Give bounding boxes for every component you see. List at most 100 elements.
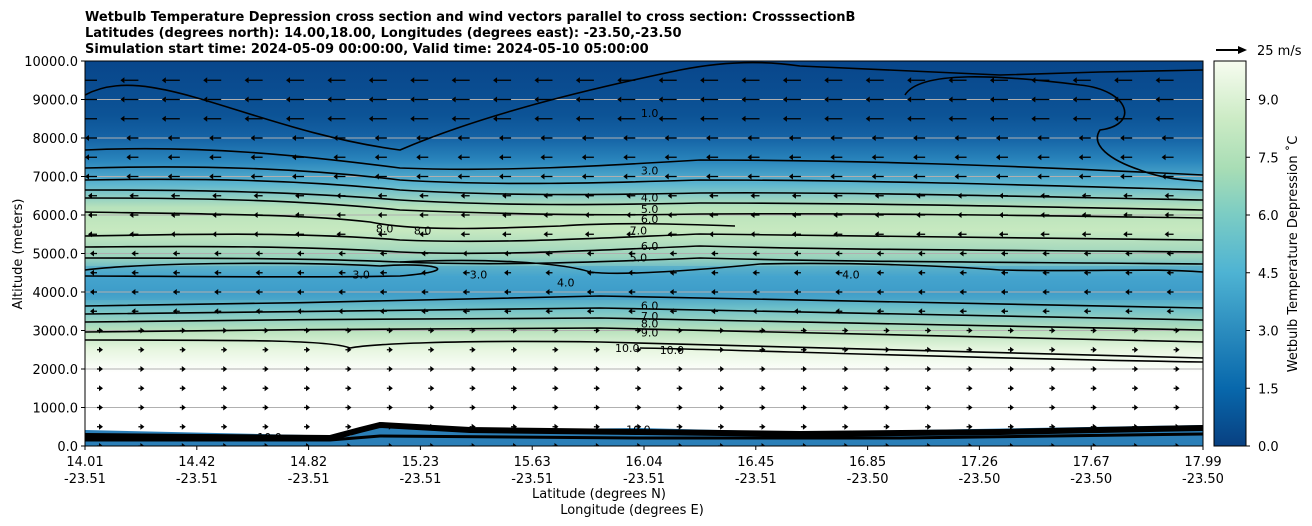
wind-vector-head — [885, 346, 890, 353]
wind-vector-head — [88, 231, 92, 238]
contour-label: 10.0 — [626, 423, 651, 436]
wind-vector-head — [457, 173, 462, 180]
wind-vector-head — [720, 443, 725, 446]
wind-vector-head — [1092, 385, 1097, 392]
wind-vector-head — [214, 269, 219, 276]
x-axis-label-lat: Latitude (degrees N) — [532, 487, 666, 502]
wind-vector-head — [1042, 308, 1047, 315]
wind-vector-head — [504, 250, 509, 257]
wind-vector-head — [1009, 366, 1014, 372]
wind-vector-head — [1009, 443, 1014, 446]
wind-vector-head — [1114, 77, 1119, 84]
wind-vector-head — [416, 173, 421, 180]
wind-vector-head — [1078, 173, 1083, 180]
wind-vector-head — [844, 346, 849, 353]
wind-vector-head — [297, 250, 302, 257]
wind-vector-head — [1120, 135, 1125, 141]
wind-vector-head — [628, 269, 633, 276]
wind-vector-head — [250, 173, 255, 180]
wind-vector-head — [916, 231, 921, 238]
wind-vector-head — [1009, 385, 1014, 392]
wind-vector-head — [1164, 192, 1169, 199]
wind-vector-head — [499, 135, 504, 141]
wind-vector-head — [761, 366, 766, 372]
contour-10a — [85, 339, 1203, 359]
wind-vector-head — [368, 115, 373, 122]
wind-vector-head — [1042, 250, 1047, 257]
wind-vector-head — [957, 212, 962, 218]
wind-vector-head — [782, 115, 787, 122]
wind-vector-head — [741, 96, 746, 103]
wind-vector-head — [700, 115, 705, 122]
wind-vector-head — [388, 385, 393, 392]
colorbar-tick-label: 0.0 — [1258, 440, 1279, 455]
wind-vectors — [85, 77, 1180, 446]
wind-vector-head — [626, 192, 631, 199]
wind-vector-head — [711, 308, 716, 315]
y-tick-label: 10000.0 — [24, 55, 78, 70]
wind-vector-head — [338, 269, 343, 276]
x-tick-label-lon: -23.50 — [1182, 472, 1224, 487]
x-tick-label-lat: 15.63 — [514, 455, 551, 470]
contour-label: 8.0 — [376, 222, 394, 235]
wind-vector-head — [788, 173, 793, 180]
wind-vector-head — [377, 231, 382, 238]
contour-label: 8.0 — [641, 318, 659, 331]
wind-vector-head — [374, 154, 379, 161]
wind-vector-head — [761, 443, 766, 446]
wind-vector-head — [140, 366, 145, 372]
wind-vector-head — [388, 423, 393, 430]
wind-vector-head — [253, 212, 258, 218]
wind-vector-head — [885, 443, 890, 446]
wind-vector-head — [830, 173, 835, 180]
wind-vector-head — [161, 115, 166, 122]
wind-vector-head — [586, 308, 591, 315]
wind-vector-head — [1125, 289, 1130, 295]
wind-vector-head — [131, 308, 136, 315]
wind-vector-head — [874, 212, 879, 218]
wind-vector-head — [1081, 192, 1086, 199]
contour-5b — [85, 257, 1203, 265]
wind-vector-head — [678, 366, 683, 372]
wind-vector-head — [885, 366, 890, 372]
wind-vector-head — [1175, 327, 1180, 334]
wind-vector-head — [1051, 443, 1056, 446]
wind-vector-head — [1009, 423, 1014, 430]
wind-vector-head — [253, 231, 258, 238]
wind-vector-head — [1081, 231, 1086, 238]
wind-vector-head — [968, 327, 973, 334]
wind-vector-head — [658, 115, 663, 122]
wind-vector-head — [1175, 385, 1180, 392]
wind-vector-head — [85, 154, 89, 161]
wind-vector-head — [1051, 404, 1056, 411]
wind-vector-head — [1166, 250, 1171, 257]
wind-vector-head — [989, 96, 994, 103]
wind-vector-head — [916, 192, 921, 199]
wind-vector-head — [167, 173, 172, 180]
wind-vector-head — [90, 308, 94, 315]
wind-vector-head — [885, 423, 890, 430]
x-tick-label-lon: -23.51 — [623, 472, 665, 487]
contour-label: 3.0 — [352, 269, 370, 282]
wind-vector-head — [1083, 269, 1088, 276]
wind-vector-head — [874, 192, 879, 199]
wind-vector-head — [170, 192, 175, 199]
wind-vector-head — [306, 346, 311, 353]
wind-vector-head — [1051, 423, 1056, 430]
wind-vector-head — [120, 96, 125, 103]
contour-label: 7.0 — [641, 310, 659, 323]
wind-vector-head — [1040, 192, 1045, 199]
wind-vector-head — [471, 443, 476, 446]
wind-vector-head — [664, 154, 669, 161]
wind-vector-head — [678, 385, 683, 392]
wind-vector-head — [223, 366, 228, 372]
wind-vector-head — [968, 404, 973, 411]
wind-vector-head — [658, 77, 663, 84]
wind-vector-head — [543, 192, 548, 199]
colorbar-tick-label: 3.0 — [1258, 325, 1279, 340]
chart-title-line-1: Wetbulb Temperature Depression cross sec… — [85, 10, 855, 25]
x-tick-label-lat: 16.85 — [849, 455, 886, 470]
contour-3 — [85, 147, 1203, 176]
colorbar-tick-label: 9.0 — [1258, 94, 1279, 109]
wind-vector-head — [419, 231, 424, 238]
